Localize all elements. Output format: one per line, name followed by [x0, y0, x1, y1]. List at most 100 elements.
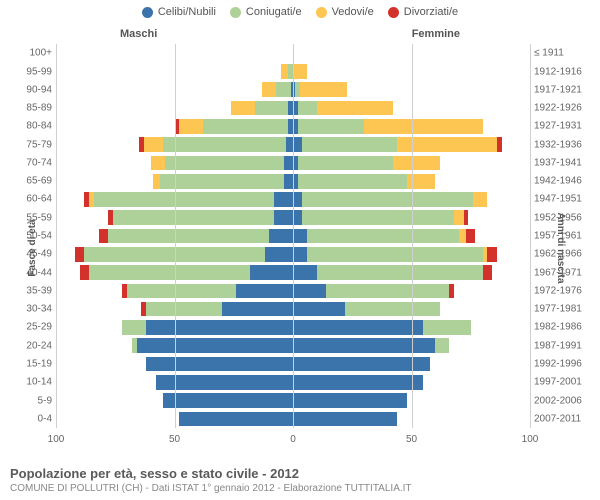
- year-label: 1982-1986: [534, 322, 594, 333]
- year-label: 1927-1931: [534, 121, 594, 132]
- bar-segment: [99, 229, 108, 244]
- bar-segment: [286, 137, 293, 152]
- grid-line: [530, 44, 531, 428]
- bar-segment: [269, 229, 293, 244]
- legend-label: Coniugati/e: [246, 6, 302, 18]
- year-label: 1947-1951: [534, 194, 594, 205]
- year-label: ≤ 1911: [534, 48, 594, 59]
- year-label: 1962-1966: [534, 249, 594, 260]
- bar-segment: [293, 284, 326, 299]
- bar-segment: [163, 137, 286, 152]
- bar-segment: [250, 265, 293, 280]
- age-label: 90-94: [12, 84, 52, 95]
- bar-segment: [274, 192, 293, 207]
- year-label: 1987-1991: [534, 340, 594, 351]
- bar-segment: [281, 64, 288, 79]
- grid-line: [56, 44, 57, 428]
- bar-segment: [108, 229, 269, 244]
- bar-segment: [276, 82, 290, 97]
- bar-segment: [153, 174, 160, 189]
- bar-segment: [293, 247, 307, 262]
- bar-segment: [307, 229, 459, 244]
- bar-segment: [146, 357, 293, 372]
- grid-line: [293, 44, 294, 428]
- bar-segment: [165, 156, 284, 171]
- age-label: 40-44: [12, 267, 52, 278]
- age-label: 70-74: [12, 157, 52, 168]
- bar-segment: [262, 82, 276, 97]
- bar-segment: [459, 229, 466, 244]
- legend-swatch: [316, 7, 327, 18]
- bar-segment: [179, 412, 293, 427]
- bar-segment: [151, 156, 165, 171]
- legend-item: Celibi/Nubili: [142, 6, 216, 18]
- x-tick: 50: [169, 434, 180, 445]
- bar-segment: [487, 247, 496, 262]
- bar-segment: [222, 302, 293, 317]
- bar-segment: [483, 265, 492, 280]
- bar-segment: [75, 247, 84, 262]
- bar-segment: [293, 320, 423, 335]
- bar-segment: [293, 412, 397, 427]
- bar-segment: [317, 101, 393, 116]
- bar-segment: [293, 393, 407, 408]
- year-label: 2007-2011: [534, 413, 594, 424]
- year-label: 1997-2001: [534, 377, 594, 388]
- age-label: 65-69: [12, 176, 52, 187]
- bar-segment: [284, 156, 293, 171]
- legend: Celibi/Nubili Coniugati/e Vedovi/e Divorzia…: [0, 0, 600, 20]
- age-label: 55-59: [12, 212, 52, 223]
- legend-item: Coniugati/e: [230, 6, 302, 18]
- chart-title: Popolazione per età, sesso e stato civil…: [10, 466, 412, 481]
- bar-segment: [464, 210, 469, 225]
- bar-segment: [298, 156, 393, 171]
- bar-segment: [293, 64, 307, 79]
- year-label: 1937-1941: [534, 157, 594, 168]
- grid-line: [175, 44, 176, 428]
- chart-subtitle: COMUNE DI POLLUTRI (CH) - Dati ISTAT 1° …: [10, 483, 412, 494]
- bar-segment: [298, 119, 364, 134]
- bar-segment: [94, 192, 274, 207]
- year-label: 1967-1971: [534, 267, 594, 278]
- bar-segment: [274, 210, 293, 225]
- age-label: 100+: [12, 48, 52, 59]
- bar-segment: [236, 284, 293, 299]
- year-label: 1942-1946: [534, 176, 594, 187]
- year-label: 1917-1921: [534, 84, 594, 95]
- legend-swatch: [388, 7, 399, 18]
- bar-segment: [497, 137, 502, 152]
- age-label: 5-9: [12, 395, 52, 406]
- legend-label: Vedovi/e: [332, 6, 374, 18]
- x-tick: 100: [522, 434, 539, 445]
- bar-segment: [466, 229, 475, 244]
- age-label: 15-19: [12, 359, 52, 370]
- year-label: 1957-1961: [534, 231, 594, 242]
- legend-item: Divorziati/e: [388, 6, 458, 18]
- legend-swatch: [142, 7, 153, 18]
- bar-segment: [113, 210, 274, 225]
- bar-segment: [298, 174, 407, 189]
- x-axis: 10050050100: [56, 432, 530, 452]
- x-tick: 100: [48, 434, 65, 445]
- age-label: 20-24: [12, 340, 52, 351]
- bar-segment: [293, 210, 302, 225]
- age-label: 75-79: [12, 139, 52, 150]
- bar-segment: [298, 101, 317, 116]
- bar-segment: [293, 302, 345, 317]
- bar-segment: [293, 357, 430, 372]
- year-label: 1992-1996: [534, 359, 594, 370]
- bar-segment: [146, 320, 293, 335]
- legend-label: Celibi/Nubili: [158, 6, 216, 18]
- bar-segment: [302, 192, 473, 207]
- bar-segment: [454, 210, 463, 225]
- bar-segment: [255, 101, 288, 116]
- age-label: 25-29: [12, 322, 52, 333]
- bar-segment: [435, 338, 449, 353]
- age-label: 10-14: [12, 377, 52, 388]
- bar-segment: [293, 265, 317, 280]
- bar-segment: [302, 137, 397, 152]
- plot: 0-42007-20115-92002-200610-141997-200115…: [56, 44, 530, 428]
- bar-segment: [393, 156, 440, 171]
- bar-segment: [293, 229, 307, 244]
- bar-segment: [231, 101, 255, 116]
